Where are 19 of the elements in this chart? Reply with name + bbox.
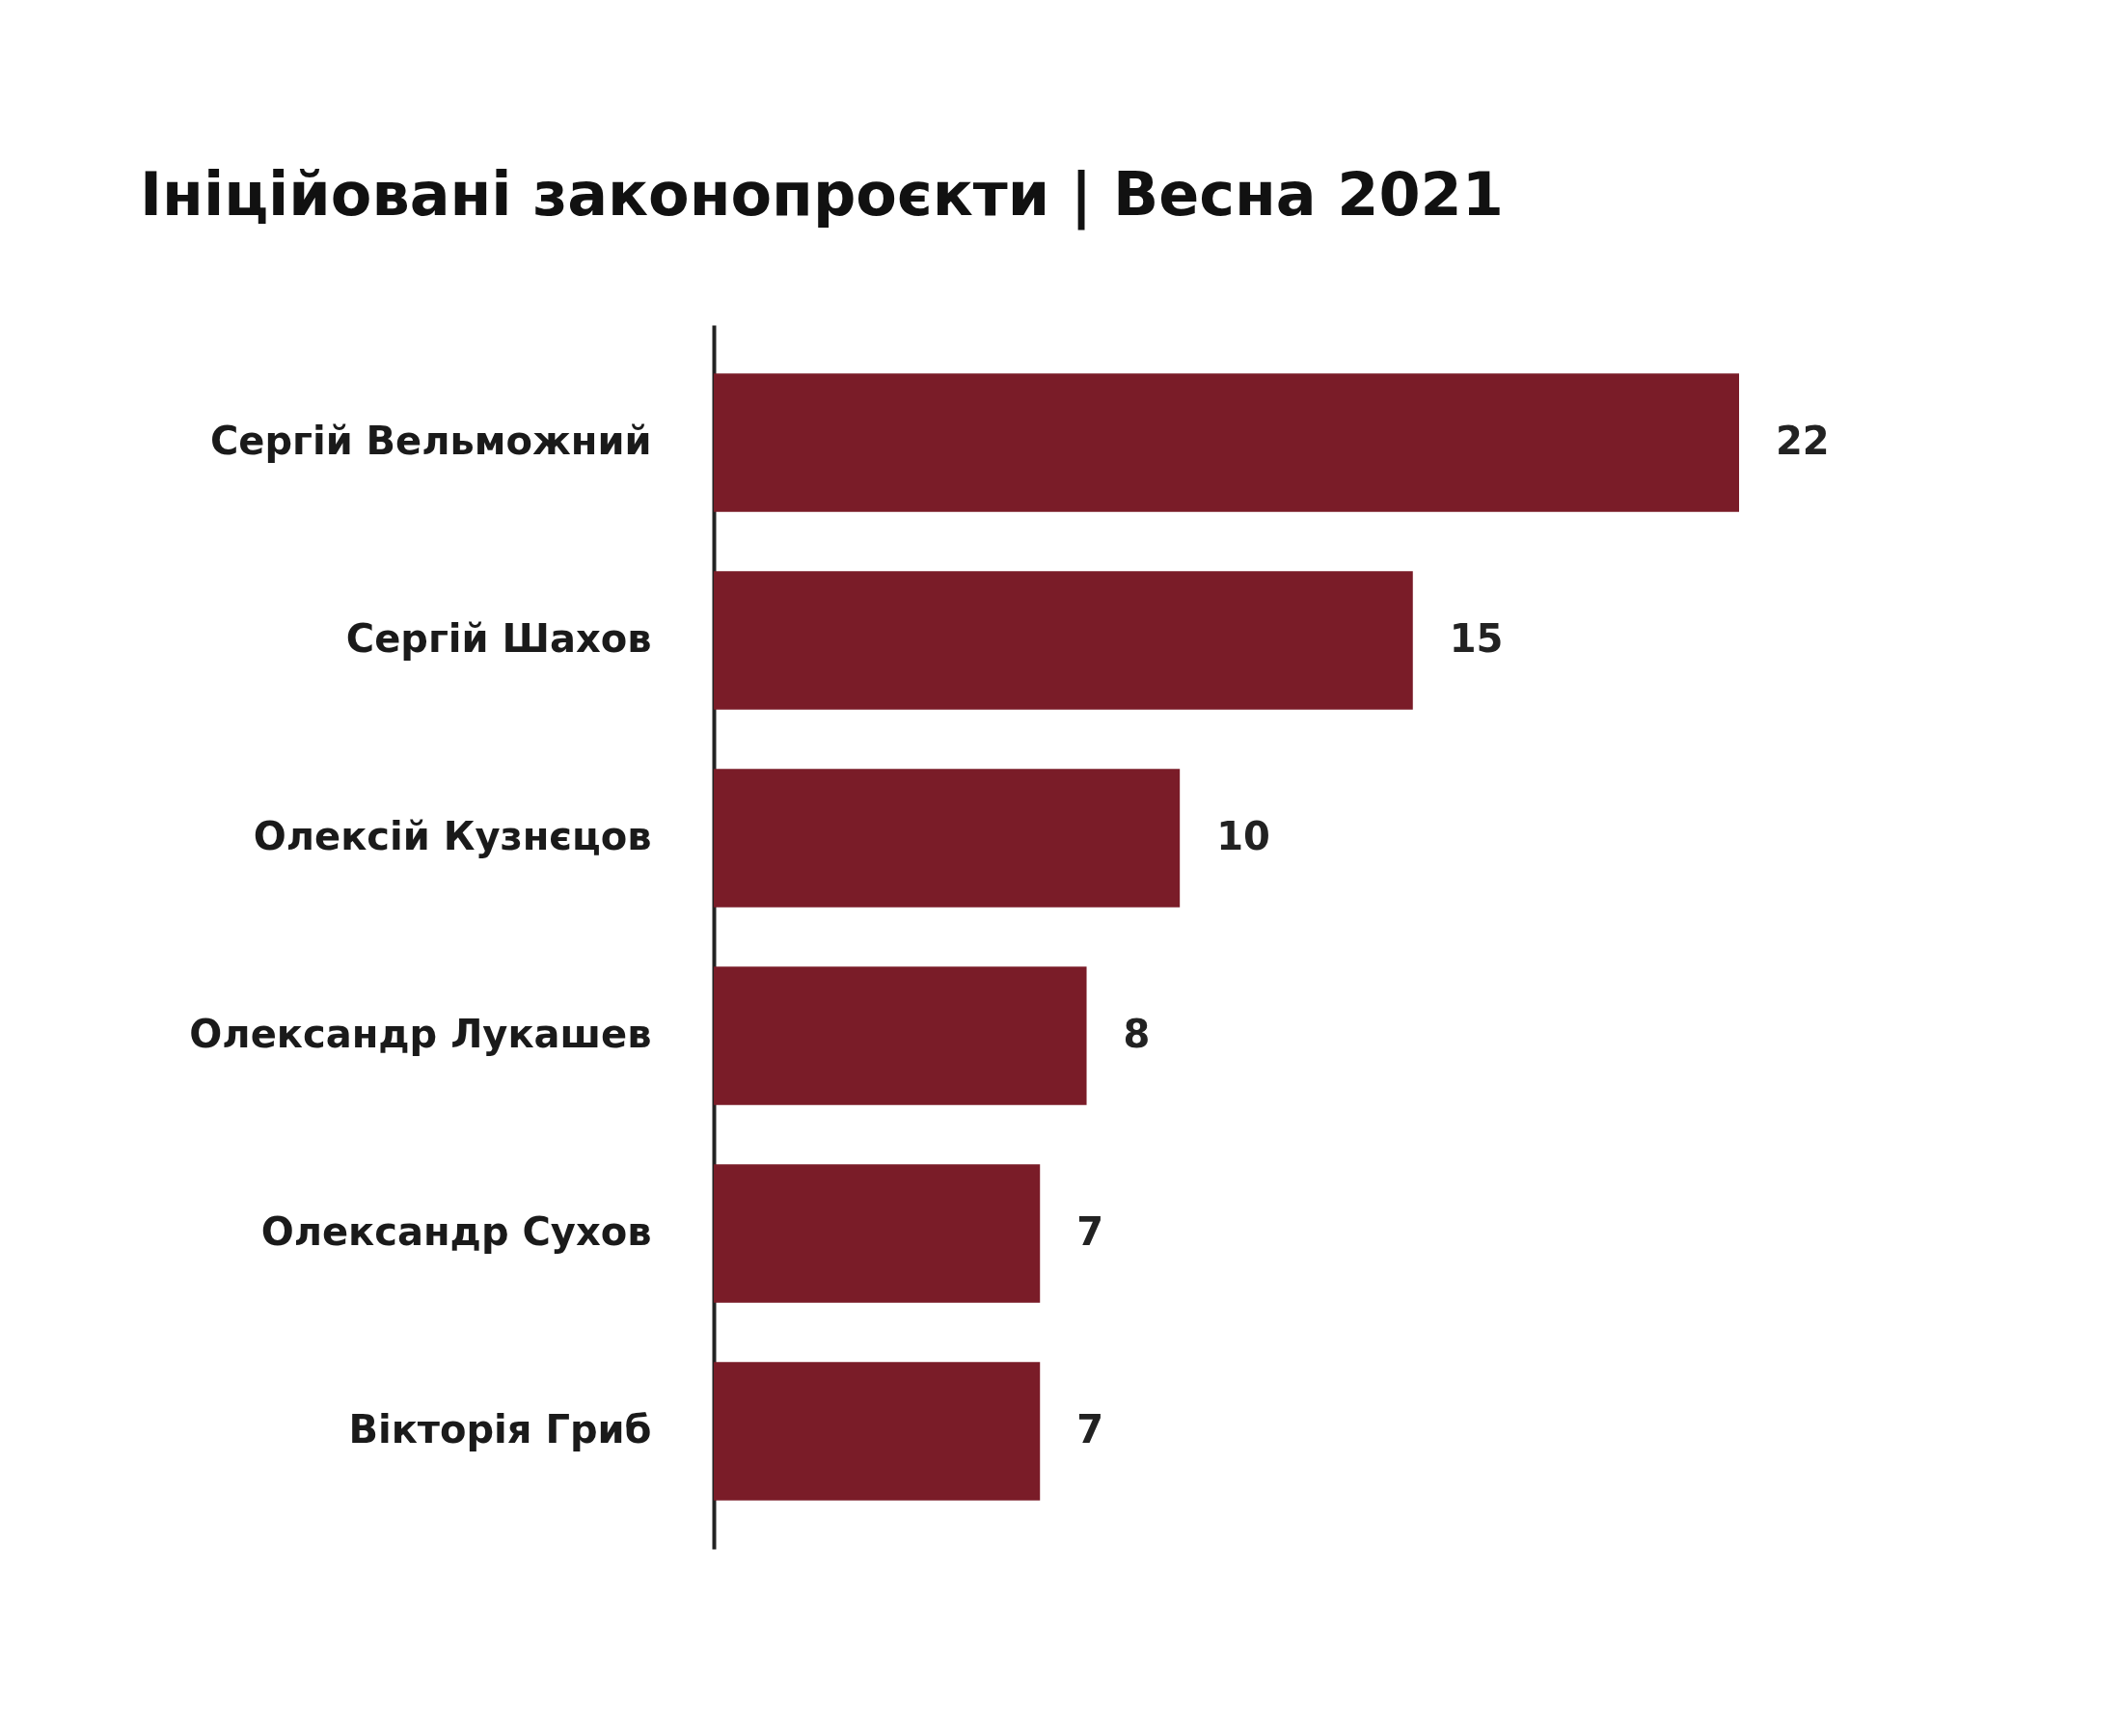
chart-title: Ініційовані законопроєкти | Весна 2021 — [140, 159, 1504, 231]
bar — [714, 373, 1739, 512]
bar — [714, 571, 1413, 710]
data-label: 15 — [1449, 615, 1504, 661]
y-tick-label: Олексій Кузнєцов — [253, 814, 652, 858]
bar — [714, 769, 1181, 908]
y-tick-label: Олександр Сухов — [260, 1209, 652, 1255]
data-label: 22 — [1776, 418, 1830, 463]
data-label: 7 — [1076, 1209, 1104, 1255]
data-label: 10 — [1216, 814, 1270, 858]
data-label: 8 — [1123, 1012, 1151, 1056]
bar — [714, 966, 1087, 1105]
y-tick-label: Олександр Лукашев — [189, 1012, 652, 1056]
y-tick-label: Сергій Вельможний — [209, 418, 652, 463]
bar — [714, 1362, 1041, 1501]
data-label: 7 — [1076, 1407, 1104, 1452]
y-tick-label: Вікторія Гриб — [348, 1407, 652, 1452]
y-tick-label: Сергій Шахов — [345, 615, 652, 661]
bar — [714, 1164, 1041, 1303]
